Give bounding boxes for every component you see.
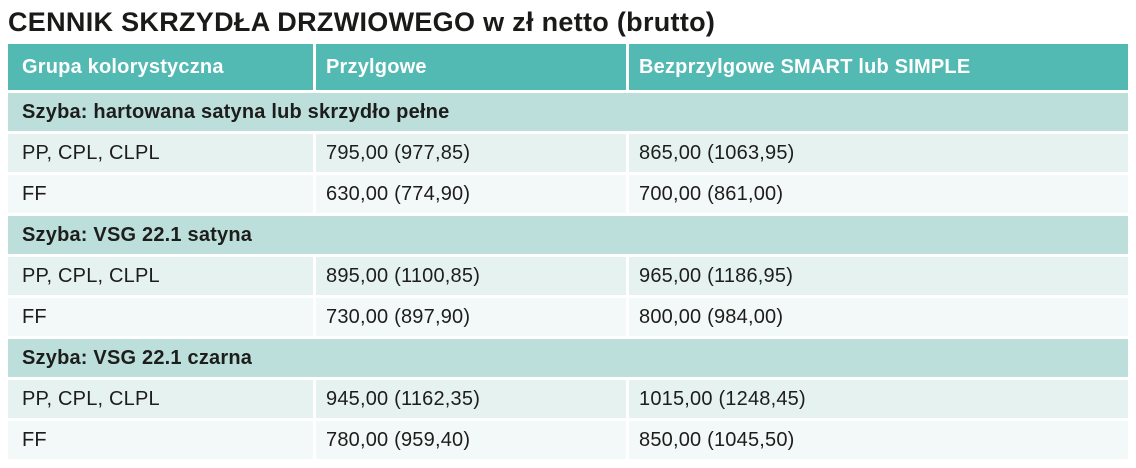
cell-price-przylgowe: 630,00 (774,90) [316, 175, 626, 213]
cell-group: PP, CPL, CLPL [8, 257, 313, 295]
price-table: Grupa kolorystyczna Przylgowe Bezprzylgo… [8, 44, 1128, 459]
cell-price-przylgowe: 780,00 (959,40) [316, 421, 626, 459]
cell-group: FF [8, 421, 313, 459]
section-header-vsg-221-czarna: Szyba: VSG 22.1 czarna [8, 339, 1128, 377]
column-header-bezprzylgowe: Bezprzylgowe SMART lub SIMPLE [629, 44, 1128, 90]
column-header-grupa-kolorystyczna: Grupa kolorystyczna [8, 44, 313, 90]
cell-price-bezprzylgowe: 800,00 (984,00) [629, 298, 1128, 336]
cell-price-bezprzylgowe: 965,00 (1186,95) [629, 257, 1128, 295]
cell-group: FF [8, 175, 313, 213]
cell-group: PP, CPL, CLPL [8, 380, 313, 418]
cell-price-przylgowe: 795,00 (977,85) [316, 134, 626, 172]
cell-price-przylgowe: 945,00 (1162,35) [316, 380, 626, 418]
column-header-przylgowe: Przylgowe [316, 44, 626, 90]
cell-price-bezprzylgowe: 1015,00 (1248,45) [629, 380, 1128, 418]
section-header-vsg-221-satyna: Szyba: VSG 22.1 satyna [8, 216, 1128, 254]
cell-price-bezprzylgowe: 865,00 (1063,95) [629, 134, 1128, 172]
cell-price-przylgowe: 895,00 (1100,85) [316, 257, 626, 295]
cell-group: PP, CPL, CLPL [8, 134, 313, 172]
cell-price-bezprzylgowe: 700,00 (861,00) [629, 175, 1128, 213]
cell-price-przylgowe: 730,00 (897,90) [316, 298, 626, 336]
section-header-hartowana-satyna: Szyba: hartowana satyna lub skrzydło peł… [8, 93, 1128, 131]
page-title: CENNIK SKRZYDŁA DRZWIOWEGO w zł netto (b… [8, 7, 716, 37]
cell-price-bezprzylgowe: 850,00 (1045,50) [629, 421, 1128, 459]
cell-group: FF [8, 298, 313, 336]
